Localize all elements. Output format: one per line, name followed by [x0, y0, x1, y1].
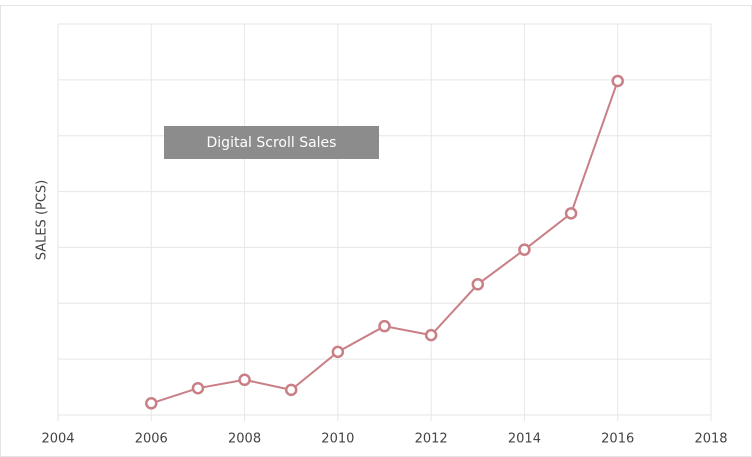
- chart-title: Digital Scroll Sales: [207, 135, 337, 151]
- frame: [0, 5, 752, 457]
- x-tick-label: 2006: [135, 432, 168, 447]
- point: [378, 319, 391, 333]
- point: [611, 74, 624, 88]
- point: [191, 381, 205, 395]
- point: [564, 207, 578, 220]
- point: [331, 345, 345, 359]
- title-box: [164, 126, 379, 159]
- x-tick-label: 2012: [415, 432, 448, 447]
- point: [424, 328, 438, 342]
- x-tick-label: 2010: [321, 432, 354, 447]
- point: [238, 373, 251, 387]
- x-tick-label: 2004: [41, 432, 74, 447]
- point: [518, 243, 531, 256]
- point: [284, 383, 298, 397]
- x-tick-label: 2016: [601, 432, 634, 447]
- x-tick-label: 2014: [508, 432, 541, 447]
- y-axis-label: SALES (PCS): [35, 180, 50, 261]
- point: [145, 397, 158, 410]
- point: [471, 278, 485, 291]
- x-tick-label: 2008: [228, 432, 261, 447]
- x-tick-label: 2018: [694, 432, 727, 447]
